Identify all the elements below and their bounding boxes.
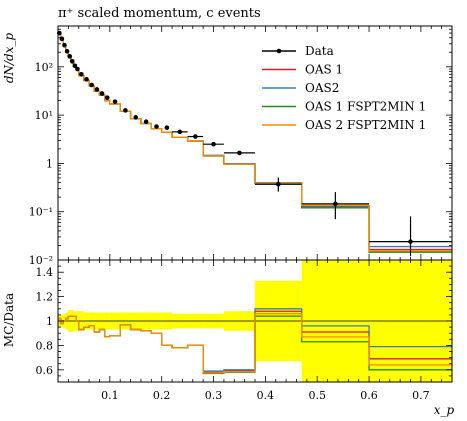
y-tick-label: 1 [46, 157, 53, 170]
ratio-histogram-line [58, 313, 452, 374]
data-point [408, 239, 413, 244]
data-point [75, 66, 80, 72]
data-point [59, 36, 65, 42]
main-panel [56, 30, 452, 257]
data-point [99, 91, 105, 96]
legend-label: OAS 1 [305, 63, 343, 77]
data-point [143, 119, 149, 125]
y-tick-label: 1 [46, 315, 53, 328]
y-tick-label: 0.8 [36, 339, 54, 352]
data-point [79, 71, 84, 77]
legend-label: OAS2 [305, 81, 339, 95]
data-point [62, 42, 67, 48]
data-point [112, 99, 118, 104]
data-point [67, 54, 72, 59]
x-tick-label: 0.4 [257, 389, 275, 402]
mc-histogram-line [58, 31, 452, 248]
main-plot-frame [57, 25, 453, 261]
mc-histogram-line [58, 31, 452, 252]
data-point [84, 77, 89, 82]
data-point [164, 125, 170, 130]
data-point [154, 124, 159, 129]
legend: Data OAS 1 OAS2 OAS 1 FSPT2MIN 1 OAS 2 FSPT2… [262, 44, 426, 132]
data-point [94, 87, 100, 92]
legend-label: OAS 2 FSPT2MIN 1 [305, 118, 426, 132]
data-point [237, 150, 242, 156]
data-point [123, 108, 128, 113]
y-tick-label: 10² [35, 61, 53, 74]
x-tick-label: 0.5 [308, 389, 326, 402]
x-tick-label: 0.6 [360, 389, 378, 402]
y-tick-label: 1.2 [36, 291, 54, 304]
x-tick-label: 0.7 [412, 389, 430, 402]
data-point [133, 115, 139, 120]
y-tick-label: 10⁻² [29, 254, 53, 267]
data-point [211, 141, 216, 147]
ratio-panel [58, 260, 452, 382]
panel-frames: 0.1 0.2 0.3 0.4 0.5 0.6 0.7 10⁻² 10⁻¹ 1 10¹ 10² 0.6 0… [29, 25, 453, 402]
data-point [177, 129, 183, 135]
chart-title: π⁺ scaled momentum, c events [58, 6, 261, 21]
data-point [193, 134, 198, 139]
data-point [333, 201, 338, 207]
x-tick-label: 0.2 [153, 389, 171, 402]
legend-label: Data [305, 44, 334, 58]
y-tick-label: 1.4 [36, 266, 54, 279]
legend-marker [276, 48, 282, 54]
x-tick-label: 0.3 [205, 389, 223, 402]
y-tick-label: 10⁻¹ [29, 206, 53, 219]
mc-histogram-line [58, 31, 452, 251]
data-point [104, 95, 110, 100]
mc-histogram-line [58, 31, 452, 253]
main-y-axis-label: dN/dx_p [2, 33, 16, 84]
data-point [64, 48, 70, 54]
y-tick-label: 10¹ [35, 109, 53, 122]
data-point [276, 181, 281, 187]
data-point [72, 63, 78, 69]
x-axis-label: x_p [434, 403, 455, 417]
data-point [69, 59, 75, 64]
ratio-y-axis-label: MC/Data [2, 293, 16, 347]
x-tick-label: 0.1 [101, 389, 119, 402]
y-tick-label: 0.6 [36, 364, 54, 377]
data-point [89, 82, 94, 88]
legend-label: OAS 1 FSPT2MIN 1 [305, 100, 426, 114]
